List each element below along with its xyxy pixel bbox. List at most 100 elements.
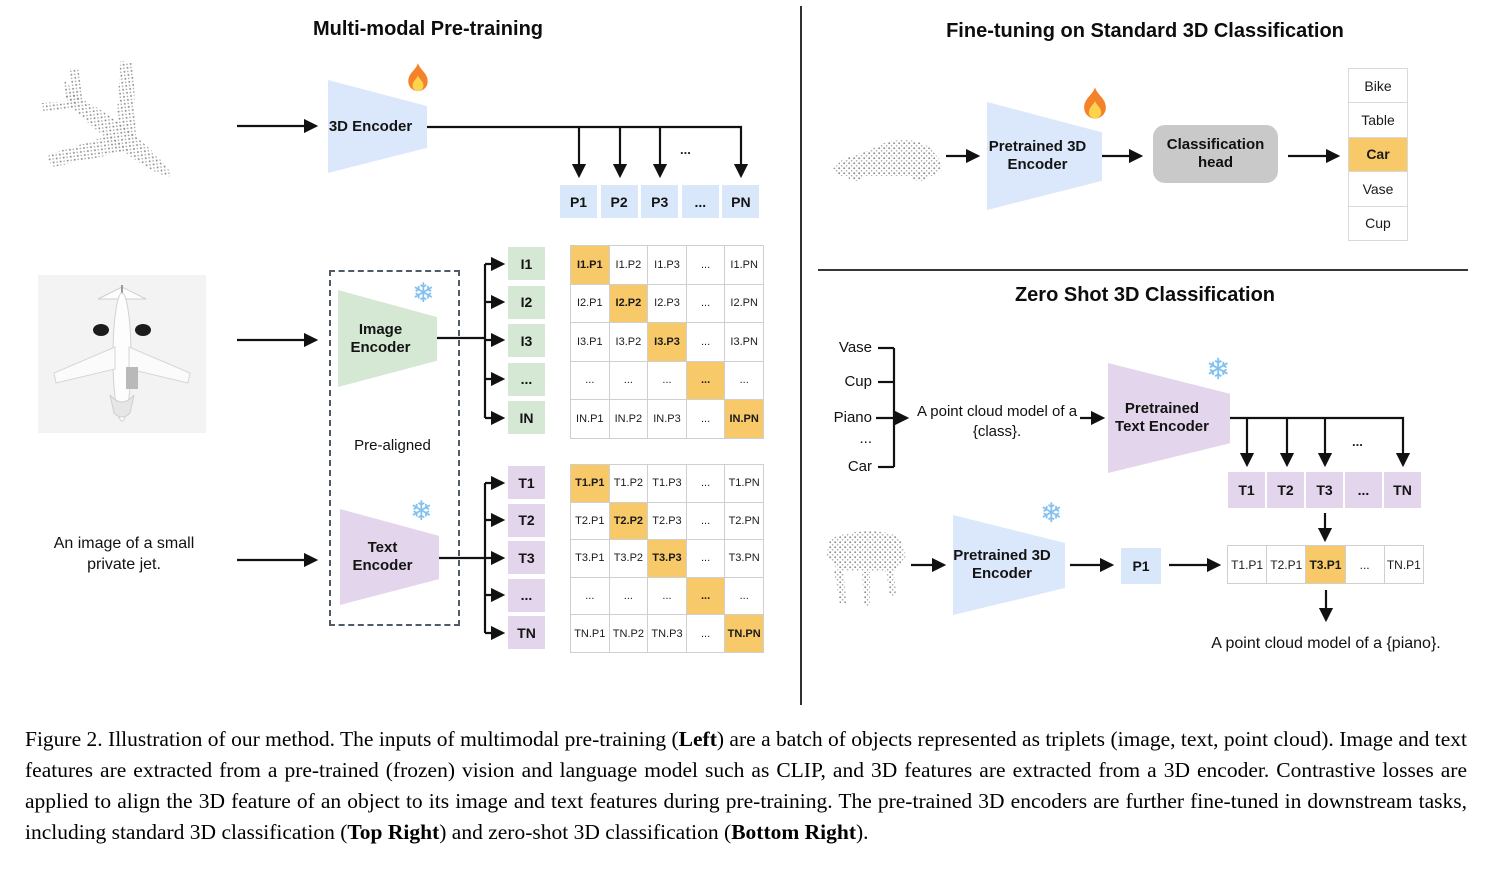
- pretrained-text-encoder-label: Pretrained Text Encoder: [1115, 400, 1209, 435]
- pretrained-3d-encoder-label: Pretrained 3D Encoder: [988, 138, 1087, 173]
- feature-label-cell: TN: [508, 616, 545, 650]
- snowflake-icon: ❄: [412, 278, 435, 309]
- feature-label-cell: T3: [508, 541, 545, 575]
- feature-cell: ...: [681, 185, 719, 218]
- matrix-cell: I2.P1: [571, 284, 610, 323]
- feature-label-cell: I1: [508, 247, 545, 280]
- matrix-cell: I1.PN: [725, 246, 764, 285]
- matrix-cell: I1.P2: [609, 246, 649, 285]
- matrix-cell: I1.P1: [571, 246, 610, 285]
- snowflake-icon: ❄: [1040, 498, 1063, 529]
- matrix-cell: ...: [725, 361, 764, 400]
- car-point-cloud: [832, 139, 942, 181]
- matrix-cell: T1.P2: [609, 465, 649, 503]
- feature-cell: P1: [560, 185, 597, 218]
- matrix-cell: I3.PN: [725, 323, 764, 362]
- matrix-cell: ...: [686, 323, 726, 362]
- caption-segment: Bottom Right: [731, 820, 857, 844]
- matrix-cell: TN.P3: [648, 615, 687, 653]
- snowflake-icon: ❄: [410, 496, 433, 527]
- p1-feature-cell: P1: [1121, 548, 1161, 584]
- matrix-cell: I3.P2: [609, 323, 649, 362]
- airplane-point-cloud: [41, 60, 171, 177]
- feature-cell: ...: [1345, 472, 1382, 508]
- matrix-cell: T3.P1: [571, 540, 610, 578]
- caption-segment: ) are a batch of objects represented as …: [25, 727, 1467, 844]
- matrix-cell: ...: [686, 502, 726, 541]
- matrix-cell: ...: [648, 577, 687, 616]
- matrix-cell: ...: [686, 400, 726, 439]
- caption-segment: ).: [856, 820, 869, 844]
- zero-shot-class-label: Vase: [838, 339, 872, 356]
- class-cell: Vase: [1349, 172, 1408, 207]
- class-cell: Cup: [1349, 206, 1408, 241]
- zero-shot-class-label: Cup: [844, 373, 872, 390]
- matrix-cell: T3.P2: [609, 540, 649, 578]
- matrix-cell: ...: [648, 361, 687, 400]
- feature-cell: PN: [722, 185, 760, 218]
- left-panel-title: Multi-modal Pre-training: [313, 18, 543, 40]
- matrix-cell: ...: [686, 615, 726, 653]
- feature-cell: T1: [1228, 472, 1265, 508]
- image-encoder: Image Encoder: [338, 290, 437, 387]
- matrix-cell: ...: [609, 361, 649, 400]
- similarity-cell: ...: [1345, 546, 1385, 584]
- feature-label-cell: IN: [508, 401, 545, 434]
- matrix-cell: T3.PN: [725, 540, 764, 578]
- matrix-cell: T2.P3: [648, 502, 687, 541]
- caption-segment: Top Right: [347, 820, 440, 844]
- matrix-cell: ...: [609, 577, 649, 616]
- feature-label-cell: T1: [508, 466, 545, 499]
- matrix-cell: ...: [571, 361, 610, 400]
- class-cell: Table: [1349, 103, 1408, 138]
- feature-label-cell: T2: [508, 503, 545, 537]
- text-point-similarity-matrix: T1.P1 T1.P2 T1.P3... T1.PN T2.P1 T2.P2 T2.P3..…: [570, 464, 764, 653]
- matrix-cell: T1.P1: [571, 465, 610, 503]
- class-cell: Car: [1349, 137, 1408, 173]
- matrix-cell: ...: [686, 284, 726, 323]
- matrix-cell: IN.PN: [725, 400, 764, 439]
- bottom-right-panel-title: Zero Shot 3D Classification: [1014, 284, 1276, 306]
- feature-cell: P3: [641, 185, 679, 218]
- matrix-cell: T2.PN: [725, 502, 764, 541]
- matrix-cell: TN.P1: [571, 615, 610, 653]
- pretrained-3d-encoder-zeroshot-label: Pretrained 3D Encoder: [953, 547, 1051, 582]
- image-encoder-label: Image Encoder: [350, 320, 411, 356]
- matrix-cell: T1.P3: [648, 465, 687, 503]
- matrix-cell: ...: [571, 577, 610, 616]
- matrix-cell: I3.P1: [571, 323, 610, 362]
- matrix-cell: I3.P3: [648, 323, 687, 362]
- feature-label-cell: ...: [508, 362, 545, 396]
- text-input-sentence: An image of a small private jet.: [53, 535, 195, 573]
- result-text: A point cloud model of a {piano}.: [1211, 635, 1441, 652]
- fire-icon: [408, 63, 428, 92]
- similarity-cell: T3.P1: [1306, 546, 1346, 584]
- feature-label-cell: I2: [508, 285, 545, 319]
- matrix-cell: IN.P2: [609, 400, 649, 439]
- text-feature-row: T1 T2 T3... TN: [1228, 472, 1421, 508]
- feature-label-cell: ...: [508, 578, 545, 612]
- pre-aligned-box: [329, 270, 460, 626]
- figure-caption: Figure 2. Illustration of our method. Th…: [25, 724, 1467, 848]
- feature-cell: T2: [1267, 472, 1304, 508]
- matrix-cell: I2.P2: [609, 284, 649, 323]
- snowflake-icon: ❄: [1206, 352, 1231, 386]
- jet-image: [38, 275, 206, 433]
- similarity-cell: TN.P1: [1384, 546, 1424, 584]
- matrix-cell: I2.PN: [725, 284, 764, 323]
- caption-segment: Left: [678, 727, 717, 751]
- fire-icon: [1084, 87, 1106, 119]
- class-score-list: Bike Table Car Vase Cup: [1348, 68, 1408, 241]
- pre-aligned-label: Pre-aligned: [354, 437, 431, 454]
- classification-head: Classification head: [1153, 125, 1278, 183]
- feature-label-cell: I3: [508, 324, 545, 357]
- image-point-similarity-matrix: I1.P1 I1.P2 I1.P3... I1.PN I2.P1 I2.P2 I2.P3..…: [570, 245, 764, 439]
- similarity-cell: T2.P1: [1267, 546, 1307, 584]
- text-encoder-label: Text Encoder: [352, 539, 413, 574]
- matrix-cell: T2.P1: [571, 502, 610, 541]
- matrix-cell: ...: [686, 361, 726, 400]
- matrix-cell: T1.PN: [725, 465, 764, 503]
- class-cell: Bike: [1349, 69, 1408, 104]
- matrix-cell: ...: [686, 246, 726, 285]
